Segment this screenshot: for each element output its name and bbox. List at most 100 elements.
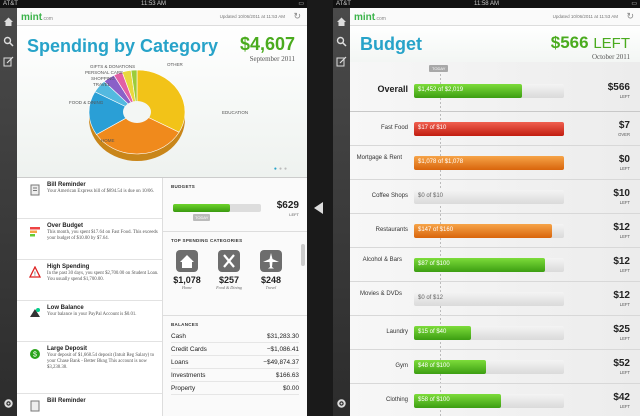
pie-label-shopping: SHOPPING (91, 76, 115, 81)
budget-category-name: Mortgage & Rent (356, 155, 402, 161)
budget-amount-sub: LEFT (619, 404, 630, 409)
budget-bar-text: $1,078 of $1,078 (418, 159, 464, 165)
budget-category-name: Restaurants (375, 227, 408, 233)
pie-slice-food-dining[interactable] (88, 91, 138, 135)
scroll-indicator[interactable] (301, 244, 305, 266)
budget-bar: $0 of $10 (414, 190, 564, 204)
budget-amount-sub: LEFT (619, 302, 630, 307)
gear-icon[interactable] (3, 398, 14, 409)
refresh-icon[interactable]: ↻ (293, 11, 301, 21)
budget-amount-sub: OVER (618, 132, 630, 137)
alert-item[interactable]: Over Budget This month, you spent $17.64… (17, 219, 162, 260)
budget-row[interactable]: Gym $48 of $100 $52 LEFT (350, 350, 640, 384)
budget-bar-fill (414, 394, 501, 408)
budget-bar-text: $87 of $100 (418, 261, 450, 267)
budget-row[interactable]: Laundry $15 of $40 $25 LEFT (350, 316, 640, 350)
budget-row[interactable]: Movies & DVDs $0 of $12 $12 LEFT (350, 282, 640, 316)
top-bar: mint.com Updated 10/06/2011 at 11:53 AM … (17, 8, 307, 26)
budget-row[interactable]: Mortgage & Rent $1,078 of $1,078 $0 LEFT (350, 146, 640, 180)
refresh-icon[interactable]: ↻ (626, 11, 634, 21)
spending-screen: AT&T 11:53 AM ▭ mint.com Updated 10/06/2… (0, 0, 307, 416)
alert-item[interactable]: Low Balance Your balance in your PayPal … (17, 301, 162, 342)
collapse-arrow-icon[interactable] (314, 202, 323, 214)
svg-text:$: $ (33, 352, 37, 359)
budget-amount-sub: LEFT (619, 336, 630, 341)
alert-item[interactable]: Bill Reminder (17, 394, 162, 416)
budget-amount: $10 (613, 188, 630, 199)
budget-bar: $1,078 of $1,078 (414, 156, 564, 170)
balance-row[interactable]: Investments $166.63 (171, 369, 299, 382)
carrier-label: AT&T (336, 1, 351, 7)
today-line (440, 70, 441, 416)
budget-amount: $566 (607, 82, 630, 93)
home-icon[interactable] (336, 16, 347, 27)
budget-bar: $0 of $12 (414, 292, 564, 306)
budget-row[interactable]: Restaurants $147 of $160 $12 LEFT (350, 214, 640, 248)
top-bar: mint.com Updated 10/06/2011 at 11:53 AM … (350, 8, 640, 26)
balance-row[interactable]: Cash $31,283.30 (171, 330, 299, 343)
budget-bar-fill (414, 258, 545, 272)
budgets-heading: BUDGETS (171, 184, 196, 189)
budget-row-overall[interactable]: Overall $1,452 of $2,019 $566 LEFT (350, 70, 640, 112)
budgets-summary[interactable]: BUDGETS TODAY $629 LEFT (163, 178, 307, 232)
balance-row[interactable]: Property $0.00 (171, 382, 299, 395)
home-icon[interactable] (3, 16, 14, 27)
budget-screen: AT&T 11:58 AM ▭ mint.com Updated 10/06/2… (333, 0, 640, 416)
budget-bar: $87 of $100 (414, 258, 564, 272)
status-bar: AT&T 11:53 AM ▭ (0, 0, 307, 8)
alert-item[interactable]: ! High Spending In the past 30 days, you… (17, 260, 162, 301)
spending-header: Spending by Category $4,607 September 20… (17, 26, 307, 178)
home-icon (176, 250, 198, 272)
budget-category-name: Laundry (386, 329, 408, 335)
pie-slice-home[interactable] (96, 111, 180, 155)
budget-row[interactable]: Alcohol & Bars $87 of $100 $12 LEFT (350, 248, 640, 282)
budget-amount-sub: LEFT (619, 94, 630, 99)
balance-row[interactable]: Credit Cards −$1,086.41 (171, 343, 299, 356)
budget-amount: $0 (618, 154, 630, 165)
budget-row[interactable]: Fast Food $17 of $10 $7 OVER (350, 112, 640, 146)
edit-icon[interactable] (336, 56, 347, 67)
budget-category-name: Fast Food (380, 125, 408, 131)
alerts-list: Bill Reminder Your American Express bill… (17, 178, 163, 416)
bill-icon (30, 184, 40, 196)
category-food-dining[interactable]: $257 Food & Dining (209, 250, 249, 290)
budget-amount: $25 (613, 324, 630, 335)
today-marker: TODAY (429, 65, 449, 72)
budget-category-name: Coffee Shops (371, 193, 408, 199)
budget-category-name: Movies & DVDs (359, 291, 402, 297)
budget-progress-bar (173, 204, 261, 212)
search-icon[interactable] (3, 36, 14, 47)
budget-bar-text: $48 of $100 (418, 363, 450, 369)
month-label: September 2011 (249, 55, 295, 63)
budget-category-name: Clothing (385, 397, 408, 403)
spending-pie-chart[interactable] (57, 56, 227, 166)
budget-row[interactable]: Coffee Shops $0 of $10 $10 LEFT (350, 180, 640, 214)
edit-icon[interactable] (3, 56, 14, 67)
pie-label-personal-care: PERSONAL CARE (85, 70, 124, 75)
budget-row[interactable]: Clothing $58 of $100 $42 LEFT (350, 384, 640, 416)
budget-bar: $58 of $100 (414, 394, 564, 408)
sidebar (0, 8, 17, 416)
month-label: October 2011 (591, 53, 630, 61)
page-dots[interactable]: ●●● (273, 166, 289, 172)
budget-amount-sub: LEFT (619, 268, 630, 273)
battery-icon: ▭ (298, 1, 304, 7)
budget-amount: $42 (613, 392, 630, 403)
balance-row[interactable]: Loans −$49,874.37 (171, 356, 299, 369)
budget-amount: $7 (618, 120, 630, 131)
pie-center-hole (123, 101, 151, 123)
category-home[interactable]: $1,078 Home (167, 250, 207, 290)
search-icon[interactable] (336, 36, 347, 47)
gear-icon[interactable] (336, 398, 347, 409)
category-travel[interactable]: $248 Travel (251, 250, 291, 290)
budget-category-name: Alcohol & Bars (362, 257, 402, 263)
mint-logo: mint.com (21, 12, 53, 23)
budget-amount-sub: LEFT (619, 166, 630, 171)
budget-rows: TODAY Overall $1,452 of $2,019 $566 LEFT Fas… (350, 62, 640, 416)
sidebar (333, 8, 350, 416)
carrier-label: AT&T (3, 1, 18, 7)
budget-amount: $12 (613, 290, 630, 301)
budget-left-label: LEFT (289, 212, 299, 217)
alert-item[interactable]: Bill Reminder Your American Express bill… (17, 178, 162, 219)
alert-item[interactable]: $ Large Deposit Your deposit of $1,668.5… (17, 342, 162, 394)
